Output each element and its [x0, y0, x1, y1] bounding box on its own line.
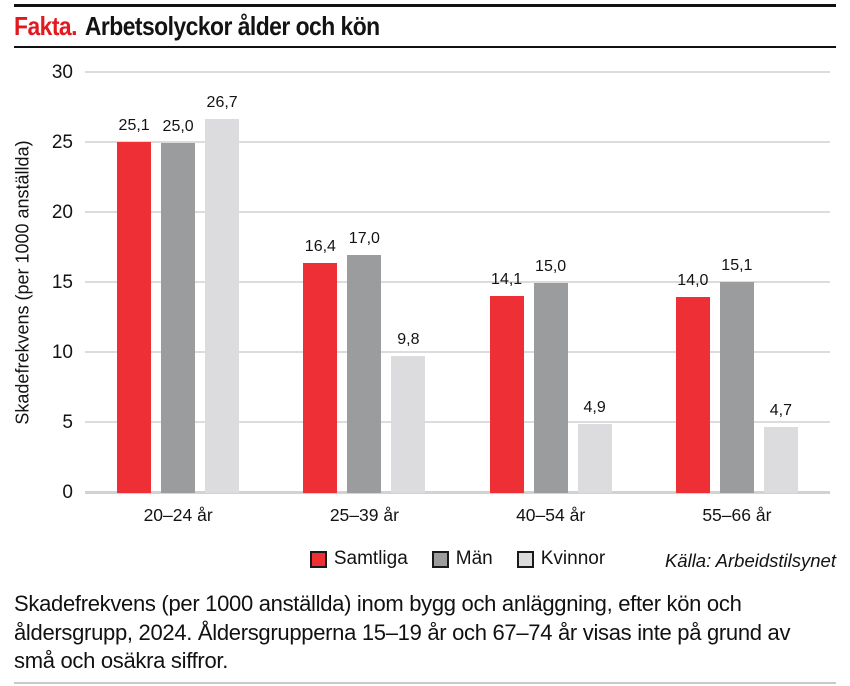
- bar-group: 25,1 25,0 26,7: [85, 73, 271, 493]
- bottom-rule: [14, 682, 836, 684]
- bar-slot: 4,9: [577, 73, 612, 493]
- bar: [347, 255, 382, 493]
- bar-slot: 17,0: [347, 73, 382, 493]
- bar-slot: 4,7: [763, 73, 798, 493]
- bar: [533, 283, 568, 493]
- legend-swatch: [516, 550, 534, 568]
- bar-value-label: 25,1: [118, 116, 150, 134]
- bar-value-label: 15,0: [535, 258, 567, 275]
- x-axis-label: 25–39 år: [329, 505, 399, 525]
- title-text: Arbetsolyckor ålder och kön: [84, 11, 380, 41]
- y-tick-label: 20: [51, 202, 73, 224]
- bar-value-label: 25,0: [162, 118, 194, 135]
- plot-area: 25,1 25,0 26,7 16,4 17,0 9,8 14,1 15,0 4,9 14,0 15…: [85, 71, 830, 494]
- bar-value-label: 14,1: [491, 270, 523, 288]
- bar: [161, 143, 196, 493]
- bar-value-label: 4,7: [769, 402, 792, 420]
- bar-slot: 26,7: [205, 73, 240, 493]
- y-tick-label: 15: [51, 272, 73, 293]
- x-axis-label: 55–66 år: [702, 505, 772, 525]
- bar-value-label: 16,4: [304, 238, 336, 256]
- bar-slot: 15,0: [533, 73, 568, 493]
- bar: [391, 355, 426, 493]
- top-rule: [14, 4, 836, 7]
- x-axis-baseline: [85, 491, 830, 494]
- bar: [303, 263, 338, 493]
- bar-value-label: 17,0: [348, 230, 380, 247]
- bar-value-label: 4,9: [583, 399, 606, 417]
- bar-value-label: 15,1: [721, 256, 753, 274]
- x-axis-labels: 20–24 år 25–39 år 40–54 år 55–66 år: [85, 505, 830, 526]
- bar: [675, 297, 710, 493]
- gridline: [85, 351, 830, 354]
- bar: [205, 119, 240, 493]
- bar-slot: 16,4: [303, 73, 338, 493]
- gridline: [85, 281, 830, 283]
- bar-slot: 9,8: [391, 73, 426, 493]
- legend-swatch: [431, 550, 449, 568]
- page-title: Fakta. Arbetsolyckor ålder och kön: [14, 11, 380, 42]
- bar: [763, 427, 798, 493]
- title-divider-rule: [14, 46, 836, 48]
- y-tick-label: 5: [62, 412, 73, 434]
- legend-item: Samtliga: [309, 548, 408, 570]
- x-axis-label: 20–24 år: [143, 505, 213, 525]
- bar-slot: 14,0: [675, 73, 710, 493]
- bar-slot: 25,1: [117, 73, 152, 493]
- bar-group: 16,4 17,0 9,8: [271, 73, 457, 493]
- bar: [489, 295, 524, 493]
- bar-group: 14,1 15,0 4,9: [458, 73, 644, 493]
- bar-value-label: 26,7: [206, 94, 238, 112]
- bar-value-label: 14,0: [677, 272, 709, 289]
- legend-label: Män: [455, 548, 493, 569]
- legend-row: Samtliga Män Kvinnor: [85, 548, 830, 574]
- bar: [577, 424, 612, 493]
- y-tick-label: 10: [51, 342, 73, 364]
- gridline: [85, 421, 830, 424]
- gridline: [85, 71, 830, 73]
- caption: Skadefrekvens (per 1000 anställda) inom …: [14, 591, 791, 673]
- bar-value-label: 9,8: [397, 330, 420, 348]
- y-ticks: 0 5 10 15 20 25 30: [0, 62, 73, 503]
- legend-swatch: [309, 550, 327, 568]
- legend-label: Samtliga: [333, 548, 408, 569]
- gridline: [85, 211, 830, 214]
- legend-label: Kvinnor: [540, 548, 606, 569]
- legend-item: Män: [431, 548, 493, 570]
- y-tick-label: 30: [51, 62, 73, 83]
- y-tick-label: 0: [62, 482, 73, 503]
- legend-item: Kvinnor: [516, 548, 606, 570]
- x-axis-label: 40–54 år: [516, 505, 586, 525]
- bar-slot: 15,1: [719, 73, 754, 493]
- bar: [719, 281, 754, 493]
- legend-items: Samtliga Män Kvinnor: [85, 548, 830, 570]
- bar-groups: 25,1 25,0 26,7 16,4 17,0 9,8 14,1 15,0 4,9 14,0 15…: [85, 73, 830, 493]
- bar-slot: 14,1: [489, 73, 524, 493]
- gridline: [85, 141, 830, 143]
- bar-slot: 25,0: [161, 73, 196, 493]
- bar: [117, 141, 152, 493]
- source-note: Källa: Arbeidstilsynet: [664, 550, 836, 571]
- title-kicker: Fakta.: [14, 11, 77, 41]
- y-tick-label: 25: [51, 132, 73, 153]
- bar-group: 14,0 15,1 4,7: [644, 73, 830, 493]
